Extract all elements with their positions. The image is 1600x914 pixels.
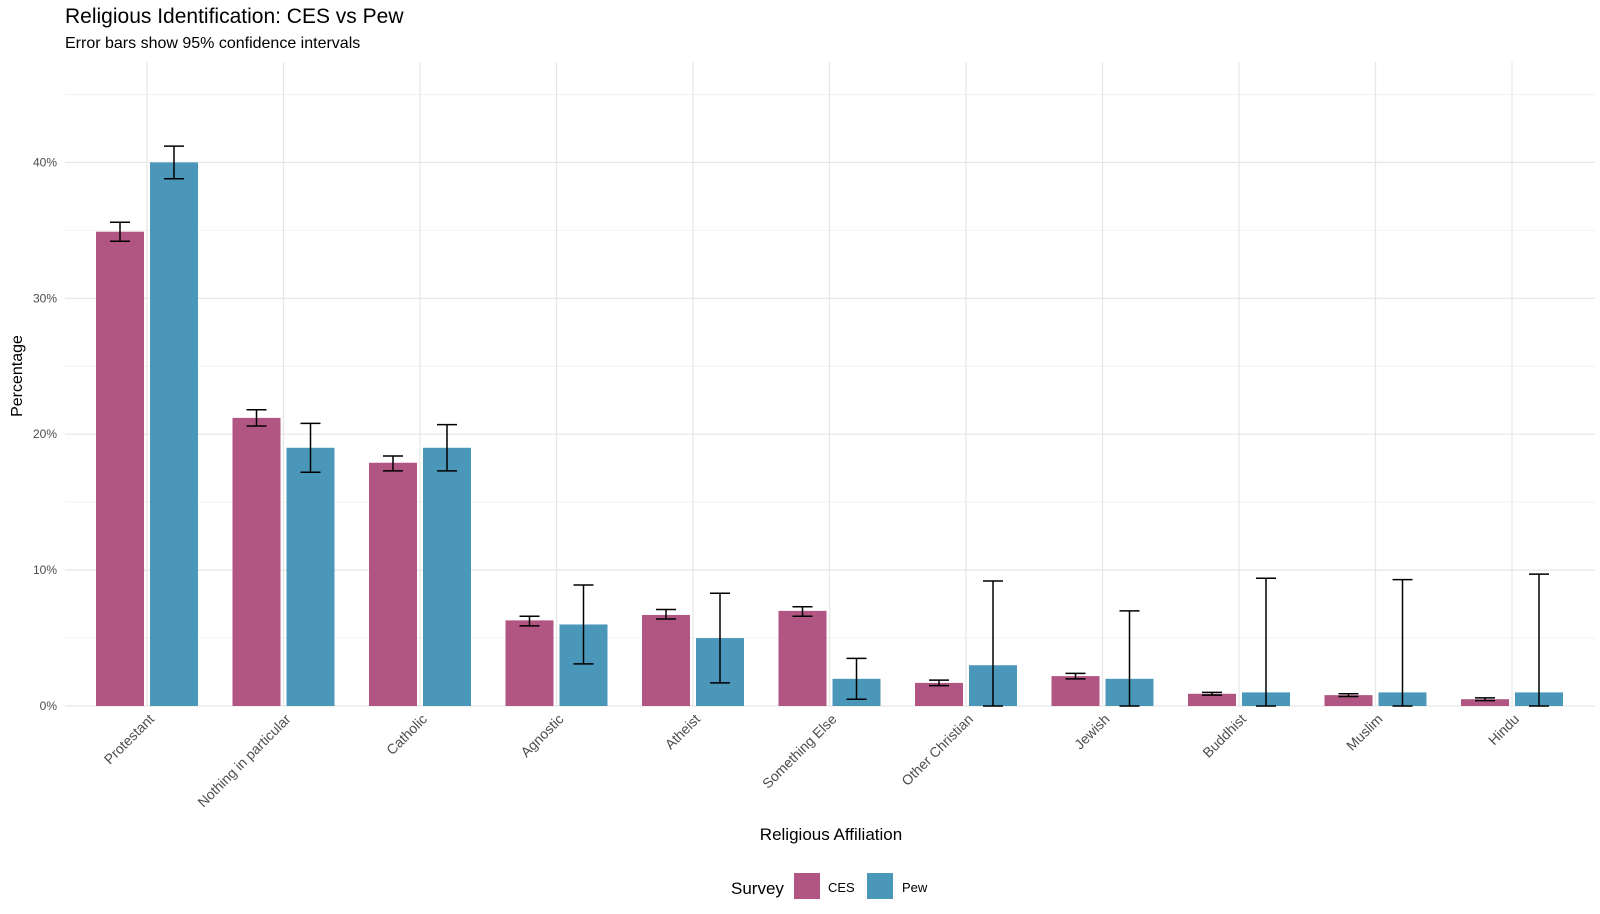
y-tick-label: 0% xyxy=(40,699,58,713)
error-bars xyxy=(110,145,1549,707)
error-bar-pew-something-else xyxy=(846,657,867,700)
error-bar-ces-muslim xyxy=(1338,693,1359,698)
bar-ces-nothing-in-particular xyxy=(232,417,281,706)
bar-ces-buddhist xyxy=(1188,693,1236,706)
error-bar-pew-jewish xyxy=(1119,610,1140,707)
error-bar-pew-catholic xyxy=(437,423,457,472)
error-bar-ces-agnostic xyxy=(519,615,540,627)
chart-title: Religious Identification: CES vs Pew xyxy=(65,5,404,28)
legend-key-ces xyxy=(794,873,820,899)
error-bar-ces-protestant xyxy=(110,221,130,242)
bar-ces-atheist xyxy=(642,614,690,706)
error-bar-ces-buddhist xyxy=(1202,691,1222,696)
x-axis-ticks: Protestant Nothing in particular Catholic A… xyxy=(101,711,1522,811)
x-tick-label: Buddhist xyxy=(1199,711,1249,761)
error-bar-pew-nothing-in-particular xyxy=(300,422,321,474)
y-tick-label: 30% xyxy=(33,291,57,305)
bar-pew-nothing-in-particular xyxy=(286,447,335,706)
legend-label-pew: Pew xyxy=(902,880,928,895)
error-bar-pew-other-christian xyxy=(983,580,1003,707)
x-axis-title: Religious Affiliation xyxy=(760,825,902,844)
legend-title: Survey xyxy=(731,879,784,898)
bars xyxy=(96,162,1563,707)
bar-ces-agnostic xyxy=(505,620,554,706)
chart-subtitle: Error bars show 95% confidence intervals xyxy=(65,35,361,52)
grid-lines xyxy=(65,62,1595,707)
error-bar-ces-something-else xyxy=(792,606,813,618)
x-tick-label: Nothing in particular xyxy=(194,711,294,811)
y-axis-ticks: 0% 10% 20% 30% 40% xyxy=(33,155,57,713)
x-tick-label: Something Else xyxy=(759,711,840,792)
y-tick-label: 40% xyxy=(33,155,57,169)
bar-ces-jewish xyxy=(1051,676,1100,706)
error-bar-pew-muslim xyxy=(1392,578,1413,707)
y-tick-label: 10% xyxy=(33,563,57,577)
x-tick-label: Muslim xyxy=(1343,711,1386,754)
x-tick-label: Protestant xyxy=(101,711,158,768)
bar-ces-hindu xyxy=(1461,699,1509,706)
error-bar-ces-catholic xyxy=(383,455,403,472)
legend: Survey CES Pew xyxy=(731,873,928,899)
error-bar-ces-nothing-in-particular xyxy=(246,408,267,427)
y-axis-title: Percentage xyxy=(9,335,26,417)
bar-ces-something-else xyxy=(778,610,827,706)
x-tick-label: Jewish xyxy=(1071,711,1113,753)
x-tick-label: Atheist xyxy=(662,711,704,753)
error-bar-ces-other-christian xyxy=(929,679,949,687)
x-tick-label: Hindu xyxy=(1485,711,1522,748)
bar-ces-catholic xyxy=(369,462,417,706)
x-tick-label: Agnostic xyxy=(517,711,566,760)
error-bar-ces-hindu xyxy=(1475,697,1495,702)
error-bar-pew-atheist xyxy=(710,592,730,684)
legend-key-pew xyxy=(867,873,893,899)
error-bar-pew-protestant xyxy=(164,145,184,180)
error-bar-ces-atheist xyxy=(656,608,676,620)
error-bar-pew-hindu xyxy=(1529,573,1549,707)
bar-ces-other-christian xyxy=(915,682,963,706)
y-tick-label: 20% xyxy=(33,427,57,441)
bar-pew-protestant xyxy=(150,162,198,706)
bar-pew-catholic xyxy=(423,447,471,706)
bar-ces-protestant xyxy=(96,231,144,707)
error-bar-ces-jewish xyxy=(1065,672,1086,680)
x-tick-label: Other Christian xyxy=(898,711,976,789)
error-bar-pew-agnostic xyxy=(573,584,594,665)
legend-label-ces: CES xyxy=(828,880,855,895)
bar-ces-muslim xyxy=(1324,695,1373,706)
x-tick-label: Catholic xyxy=(383,711,430,758)
error-bar-pew-buddhist xyxy=(1256,577,1276,707)
